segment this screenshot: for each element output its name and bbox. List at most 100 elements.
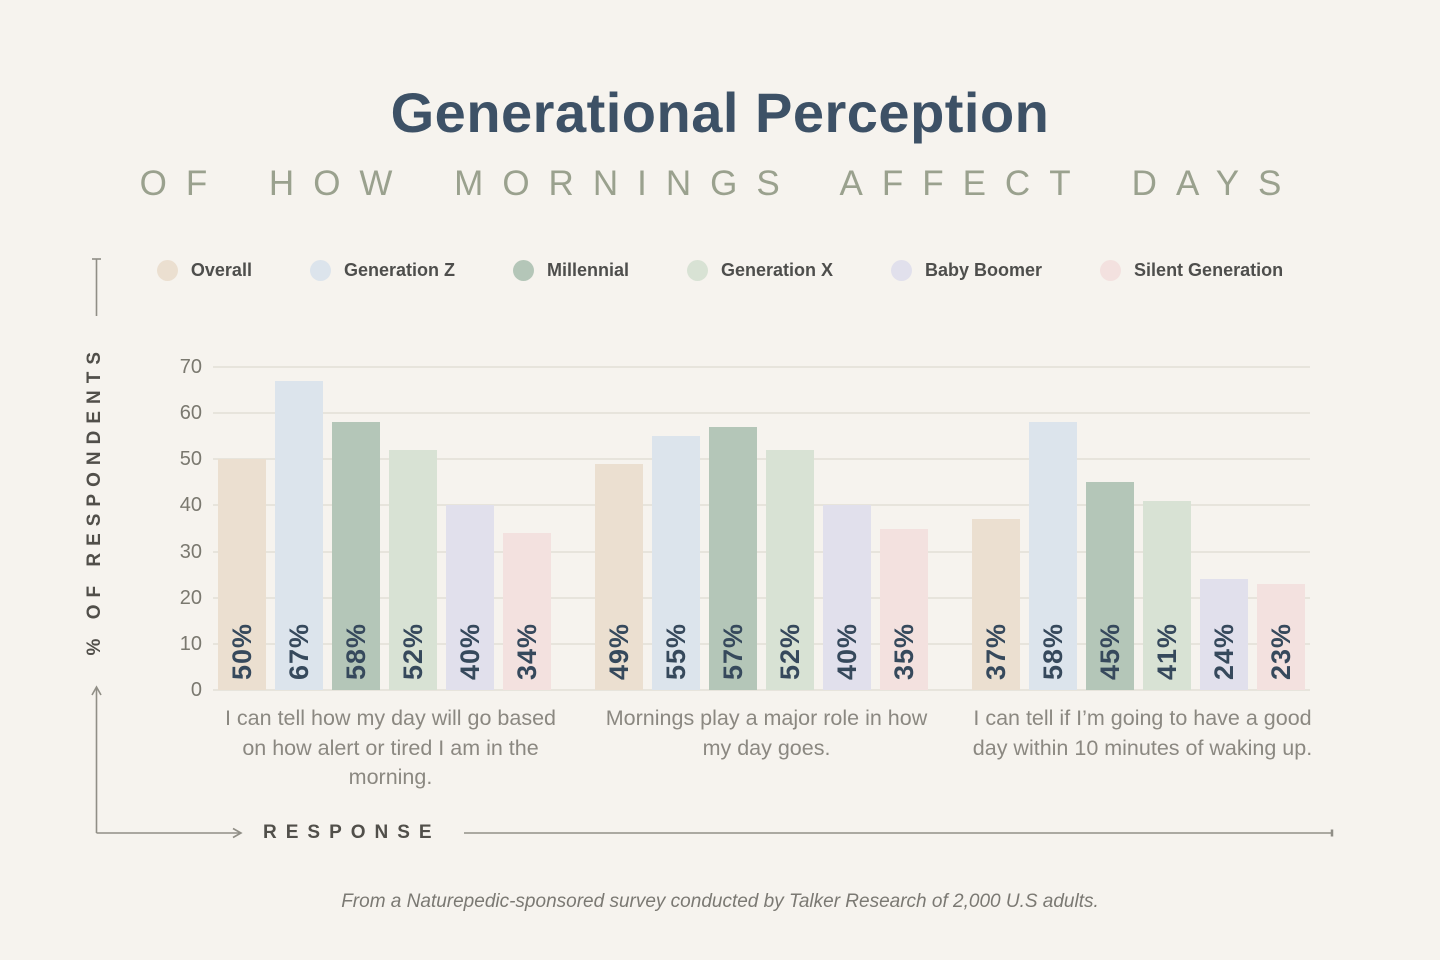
bar-value-label-wrap: 37% [972,623,1020,680]
y-tick-label: 0 [190,679,202,701]
bar-value-label: 49% [603,622,634,680]
legend-item: Baby Boomer [891,260,1042,281]
bar-millennial: 57% [709,427,757,690]
legend-item: Overall [156,260,252,281]
category-label: Mornings play a major role in how my day… [605,706,928,760]
legend-item: Generation Z [309,260,455,281]
bar-silent-generation: 34% [503,533,551,690]
bar-value-label: 67% [283,622,314,680]
source-note: From a Naturepedic-sponsored survey cond… [341,891,1099,912]
bar-value-label: 58% [340,622,371,680]
bar-value-label-wrap: 35% [880,623,928,680]
legend-swatch-icon [309,260,331,281]
gridline [213,458,1310,461]
bar-generation-x: 52% [766,450,814,690]
y-tick-label: 20 [179,586,202,609]
gridline [213,596,1310,599]
bar-value-label-wrap: 23% [1257,623,1305,680]
legend-swatch-icon [1100,260,1122,281]
y-tick-label: 60 [179,402,202,425]
legend-item-label: Generation Z [343,260,455,280]
legend-swatch-icon [156,260,178,281]
bar-value-label-wrap: 52% [389,623,437,680]
bar-value-label: 40% [454,622,485,680]
bar-value-label-wrap: 55% [652,623,700,680]
bar-value-label: 40% [831,622,862,680]
legend-swatch-icon [512,260,534,281]
category-label: I can tell if I’m going to have a good d… [972,706,1313,760]
legend-swatch-icon [891,260,913,281]
bar-value-label: 45% [1094,622,1125,680]
y-tick-label: 10 [179,632,202,655]
bar-value-label: 52% [397,622,428,680]
y-axis-label-text: % OF RESPONDENTS [84,344,105,656]
bar-value-label: 34% [511,622,542,680]
legend-item: Millennial [512,260,629,281]
bar-value-label: 50% [226,622,257,680]
y-tick-label: 40 [179,494,202,517]
page-subtitle: OF HOW MORNINGS AFFECT DAYS [139,164,1301,203]
plot-area: 50% 67% 58% 52% 40% 34% 49% 55% 57% 52% 40% 35% 37% 5… [213,366,1310,691]
bar-groups: 50% 67% 58% 52% 40% 34% 49% 55% 57% 52% 40% 35% 37% 5… [213,367,1310,690]
page-title: Generational Perception [390,81,1050,144]
bar-silent-generation: 35% [880,528,928,690]
gridline [213,550,1310,553]
legend-swatch-icon [686,260,708,281]
bar-value-label: 23% [1265,622,1296,680]
gridline [213,642,1310,645]
bar-value-label-wrap: 50% [218,623,266,680]
bar-value-label-wrap: 57% [709,623,757,680]
bar-value-label: 57% [717,622,748,680]
y-axis-label: % OF RESPONDENTS [78,330,112,670]
bar-overall: 49% [595,463,643,690]
bar-value-label-wrap: 45% [1086,623,1134,680]
legend-item: Silent Generation [1100,260,1283,281]
bar-value-label-wrap: 40% [823,623,871,680]
y-tick-label: 30 [179,540,202,563]
legend-item-label: Silent Generation [1134,260,1284,280]
bar-group: 37% 58% 45% 41% 24% 23% [972,367,1305,690]
bar-millennial: 45% [1086,482,1134,690]
y-axis-ticks: 0 10 20 30 40 50 60 70 [120,356,202,701]
bar-value-label-wrap: 40% [446,623,494,680]
bar-baby-boomer: 24% [1200,579,1248,690]
category-labels: I can tell how my day will go based on h… [213,704,1320,793]
bar-value-label-wrap: 58% [1029,623,1077,680]
bar-generation-x: 52% [389,450,437,690]
bar-value-label-wrap: 41% [1143,623,1191,680]
gridline [213,504,1310,507]
bar-millennial: 58% [332,422,380,690]
bar-overall: 50% [218,459,266,690]
bar-value-label: 41% [1151,622,1182,680]
bar-value-label: 24% [1208,622,1239,680]
bar-generation-x: 41% [1143,500,1191,690]
bar-baby-boomer: 40% [446,505,494,690]
gridline [213,412,1310,415]
bar-baby-boomer: 40% [823,505,871,690]
bar-value-label: 55% [660,622,691,680]
bar-group: 49% 55% 57% 52% 40% 35% [595,367,928,690]
bar-value-label-wrap: 58% [332,623,380,680]
bar-group: 50% 67% 58% 52% 40% 34% [218,367,551,690]
bar-generation-z: 55% [652,436,700,690]
legend-item: Generation X [686,260,834,281]
bar-generation-z: 58% [1029,422,1077,690]
y-tick-label: 50 [179,448,202,471]
legend-item-label: Millennial [546,260,629,280]
legend-item-label: Generation X [720,260,834,280]
y-tick-label: 70 [179,356,202,378]
gridline [213,366,1310,368]
legend-item-label: Overall [190,260,252,280]
bar-value-label: 58% [1037,622,1068,680]
bar-value-label: 37% [980,622,1011,680]
category-label: I can tell how my day will go based on h… [224,706,557,790]
bar-value-label: 52% [774,622,805,680]
bar-overall: 37% [972,519,1020,690]
bar-value-label: 35% [888,622,919,680]
bar-value-label-wrap: 49% [595,623,643,680]
bar-value-label-wrap: 67% [275,623,323,680]
legend-item-label: Baby Boomer [925,260,1043,280]
bar-silent-generation: 23% [1257,583,1305,690]
bar-value-label-wrap: 52% [766,623,814,680]
gridline [213,689,1310,691]
